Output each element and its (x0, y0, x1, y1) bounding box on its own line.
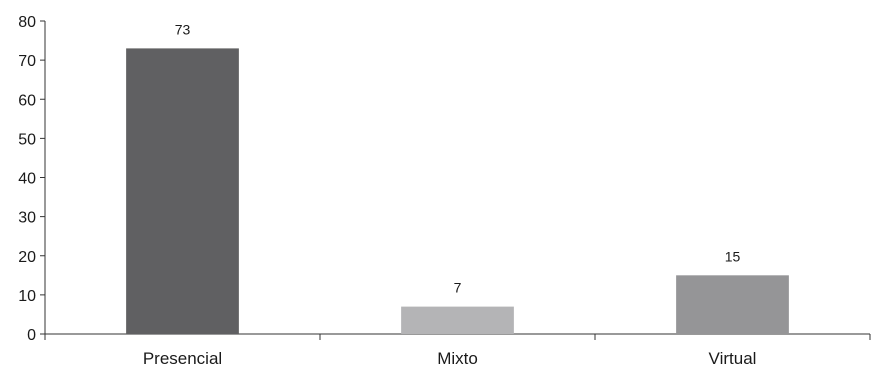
y-tick-label: 80 (18, 14, 36, 31)
y-tick-label: 40 (18, 171, 36, 188)
bar-mixto (401, 306, 514, 334)
x-axis: Presencial Mixto Virtual (44, 333, 871, 368)
y-tick-label: 50 (18, 131, 36, 148)
bar-value-label: 7 (454, 280, 462, 296)
bar-virtual (676, 275, 789, 334)
x-category-label: Virtual (709, 349, 757, 368)
y-tick-label: 20 (18, 249, 36, 266)
bar-value-label: 15 (725, 248, 741, 264)
data-labels: 73 7 15 (175, 21, 741, 295)
y-tick-label: 60 (18, 92, 36, 109)
y-axis: 0 10 20 30 40 50 60 70 80 (18, 14, 46, 344)
y-tick-label: 70 (18, 53, 36, 70)
bar-value-label: 73 (175, 21, 191, 37)
x-category-label: Mixto (437, 349, 478, 368)
y-tick-label: 0 (27, 327, 36, 344)
x-category-label: Presencial (143, 349, 222, 368)
y-tick-label: 10 (18, 288, 36, 305)
bar-presencial (126, 48, 239, 334)
bars (126, 48, 789, 334)
y-tick-label: 30 (18, 210, 36, 227)
